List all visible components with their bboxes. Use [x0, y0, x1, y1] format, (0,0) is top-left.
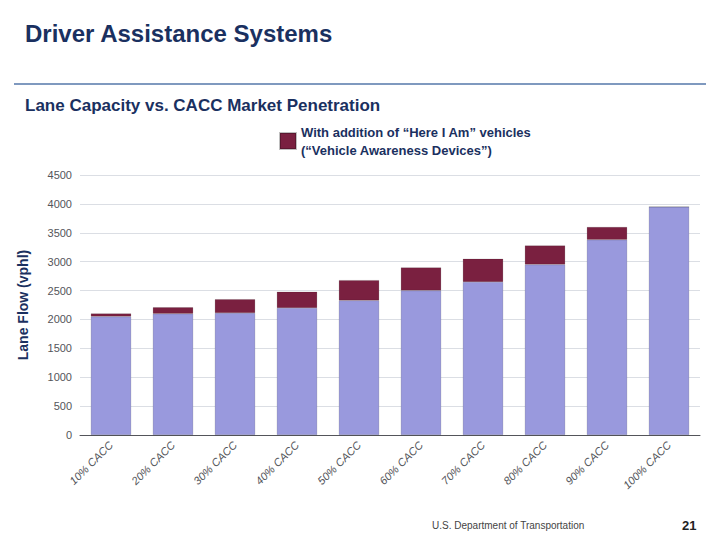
svg-text:2500: 2500 [48, 285, 72, 297]
svg-text:21: 21 [682, 518, 696, 533]
svg-text:30% CACC: 30% CACC [191, 439, 239, 487]
svg-text:1000: 1000 [48, 371, 72, 383]
svg-text:Lane Capacity vs. CACC Market: Lane Capacity vs. CACC Market Penetratio… [25, 96, 380, 115]
svg-text:U.S. Department of Transportat: U.S. Department of Transportation [432, 520, 584, 531]
svg-text:80% CACC: 80% CACC [501, 439, 549, 487]
svg-text:50% CACC: 50% CACC [315, 439, 363, 487]
svg-text:(“Vehicle Awareness Devices”): (“Vehicle Awareness Devices”) [301, 143, 492, 158]
svg-text:3500: 3500 [48, 227, 72, 239]
svg-text:90% CACC: 90% CACC [563, 439, 611, 487]
svg-text:20% CACC: 20% CACC [128, 439, 177, 488]
svg-text:40% CACC: 40% CACC [253, 439, 301, 487]
svg-text:0: 0 [66, 429, 72, 441]
svg-text:Driver Assistance Systems: Driver Assistance Systems [25, 20, 332, 47]
svg-text:2000: 2000 [48, 313, 72, 325]
svg-text:4500: 4500 [48, 169, 72, 181]
svg-text:Lane Flow (vphl): Lane Flow (vphl) [15, 250, 31, 360]
svg-text:1500: 1500 [48, 342, 72, 354]
svg-text:4000: 4000 [48, 198, 72, 210]
svg-text:3000: 3000 [48, 256, 72, 268]
svg-text:70% CACC: 70% CACC [439, 439, 487, 487]
svg-text:60% CACC: 60% CACC [377, 439, 425, 487]
svg-text:With addition of “Here I Am” v: With addition of “Here I Am” vehicles [301, 125, 531, 140]
svg-text:100% CACC: 100% CACC [621, 439, 674, 492]
svg-text:10% CACC: 10% CACC [67, 439, 115, 487]
svg-text:500: 500 [54, 400, 72, 412]
